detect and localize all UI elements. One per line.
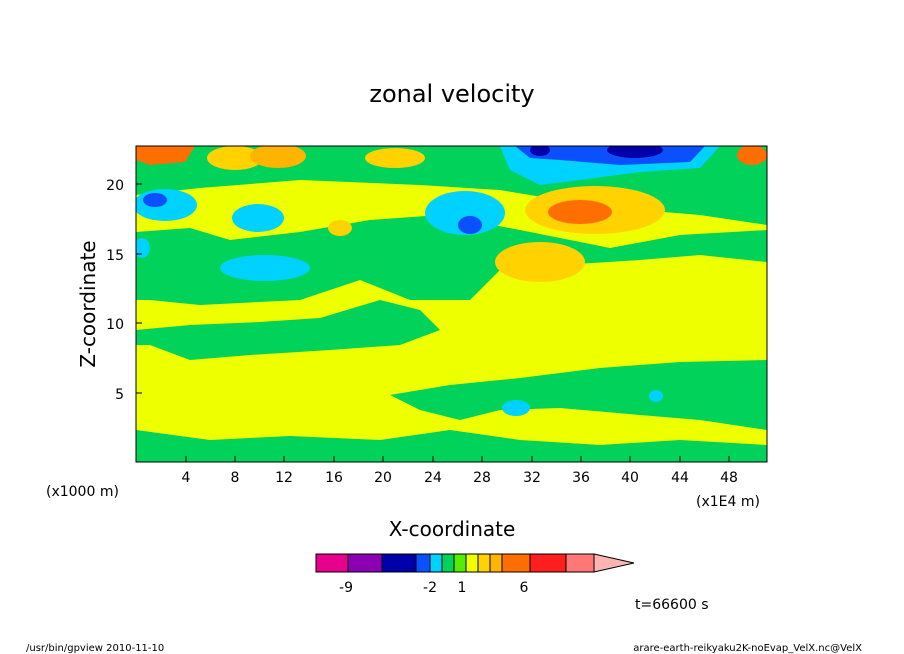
x-tick-label: 36 [572, 470, 590, 486]
colorbar-cell [477, 553, 491, 573]
field-cyan-1 [136, 189, 197, 221]
y-unit-label: (x1000 m) [46, 484, 119, 500]
colorbar-cell [441, 553, 455, 573]
colorbar-cell [453, 553, 467, 573]
field-green-low [390, 360, 767, 430]
x-tick-label: 8 [231, 470, 240, 486]
x-tick-label: 32 [523, 470, 541, 486]
plot-frame [135, 145, 768, 463]
colorbar-tick-label: 1 [458, 580, 467, 596]
x-tick-label: 24 [424, 470, 442, 486]
footer-right: arare-earth-reikyaku2K-noEvap_VelX.nc@Ve… [633, 643, 862, 654]
x-tick-label: 12 [275, 470, 293, 486]
chart-title: zonal velocity [369, 80, 534, 108]
field-cyan-4 [425, 191, 505, 235]
colorbar-cell [429, 553, 443, 573]
colorbar-cell [565, 553, 595, 573]
field-orange-tr [737, 146, 767, 165]
x-axis-label: X-coordinate [389, 517, 516, 541]
field-blue-2 [458, 216, 482, 234]
y-tick-label: 5 [115, 387, 124, 403]
colorbar-extend-arrow [593, 553, 635, 573]
time-label: t=66600 s [635, 597, 709, 613]
field-amber-3 [365, 148, 425, 168]
y-axis-label: Z-coordinate [76, 240, 100, 367]
y-tick-label: 10 [106, 317, 124, 333]
colorbar-cell [489, 553, 503, 573]
footer-left: /usr/bin/gpview 2010-11-10 [26, 643, 164, 654]
field-green-upper [136, 215, 767, 305]
field-cyan-2 [232, 204, 284, 232]
x-tick-label: 20 [374, 470, 392, 486]
field-green-bottom [136, 430, 767, 462]
y-tick-label: 20 [106, 178, 124, 194]
field-amber-2 [250, 146, 306, 168]
colorbar-cell [347, 553, 383, 573]
x-tick-label: 16 [325, 470, 343, 486]
field-orange-tl [136, 146, 195, 165]
field-green-mid [136, 300, 440, 360]
field-amber-6 [328, 220, 352, 236]
x-tick-label: 48 [720, 470, 738, 486]
colorbar-cell [529, 553, 567, 573]
x-tick-label: 44 [671, 470, 689, 486]
colorbar-cell [415, 553, 431, 573]
colorbar-cell [381, 553, 417, 573]
x-tick-label: 4 [182, 470, 191, 486]
field-cyan-3 [220, 255, 310, 281]
colorbar-tick-label: -9 [339, 580, 353, 596]
field-amber-5 [495, 242, 585, 282]
y-axis: 5 10 15 20 [106, 178, 142, 403]
x-unit-label: (x1E4 m) [696, 494, 760, 510]
x-axis: 4 8 12 16 20 24 28 32 36 40 44 48 [182, 456, 738, 486]
field-navy-1 [530, 146, 550, 156]
colorbar-tick-label: 6 [520, 580, 529, 596]
x-tick-label: 40 [621, 470, 639, 486]
colorbar-cell [465, 553, 479, 573]
colorbar-cell [315, 553, 349, 573]
field-amber-1 [207, 146, 263, 170]
field-orange-1 [548, 200, 612, 224]
field-navy-2 [607, 146, 663, 158]
contour-fields [136, 146, 767, 462]
field-cyan-6 [502, 400, 530, 416]
colorbar-tick-label: -2 [423, 580, 437, 596]
y-tick-label: 15 [106, 248, 124, 264]
field-cyan-5 [136, 238, 150, 258]
x-tick-label: 28 [473, 470, 491, 486]
colorbar: -9 -2 1 6 [315, 553, 635, 596]
field-cyan-7 [649, 390, 663, 402]
colorbar-cell [501, 553, 531, 573]
field-blue-1 [143, 193, 167, 207]
